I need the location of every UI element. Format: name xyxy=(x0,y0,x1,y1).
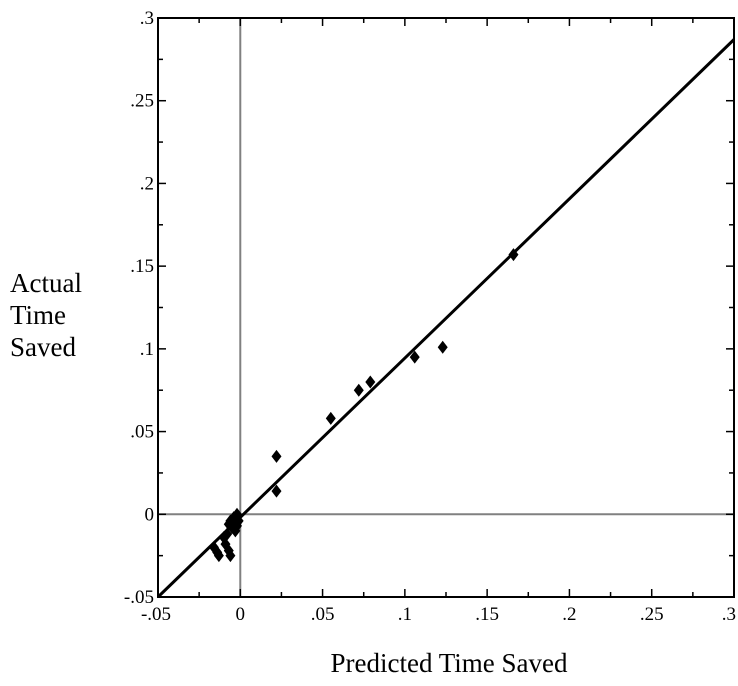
x-tick-label: .2 xyxy=(562,604,576,625)
plot-frame xyxy=(157,17,735,598)
fit-line-layer xyxy=(156,38,736,599)
x-tick-label: .05 xyxy=(311,604,335,625)
data-points xyxy=(208,248,519,563)
y-tick-labels: -.05 0 .05 .1 .15 .2 .25 .3 xyxy=(124,8,154,608)
x-tick-label: .15 xyxy=(475,604,499,625)
y-tick-label: .3 xyxy=(140,8,154,29)
y-tick-label: .15 xyxy=(130,256,154,277)
x-tick-label: .25 xyxy=(640,604,664,625)
x-tick-label: .1 xyxy=(398,604,412,625)
data-point-21 xyxy=(365,375,376,389)
plot-border xyxy=(157,17,735,598)
data-point-23 xyxy=(437,340,448,354)
data-point-19 xyxy=(325,411,336,425)
y-axis-title-line-3: Saved xyxy=(10,332,76,362)
data-point-6 xyxy=(222,527,233,541)
y-tick-label: .1 xyxy=(140,339,154,360)
y-axis-title-line-1: Actual xyxy=(10,268,82,298)
y-tick-label: .05 xyxy=(130,422,154,443)
axis-ticks xyxy=(157,17,735,598)
x-axis-title: Predicted Time Saved xyxy=(331,648,568,678)
y-tick-label: .25 xyxy=(130,91,154,112)
data-point-24 xyxy=(508,248,519,262)
data-point-18 xyxy=(271,484,282,498)
reference-lines xyxy=(158,18,734,597)
x-tick-label: .3 xyxy=(722,604,736,625)
y-tick-label: 0 xyxy=(145,504,155,525)
data-point-17 xyxy=(271,449,282,463)
data-point-16 xyxy=(233,514,244,528)
data-point-8 xyxy=(225,549,236,563)
data-point-20 xyxy=(353,383,364,397)
fit-line xyxy=(156,38,736,599)
x-tick-label: -.05 xyxy=(141,604,171,625)
y-tick-label: -.05 xyxy=(124,587,154,608)
y-axis-title-line-2: Time xyxy=(10,300,66,330)
y-tick-label: .2 xyxy=(140,173,154,194)
data-point-22 xyxy=(409,350,420,364)
data-point-3 xyxy=(213,549,224,563)
x-tick-labels: -.05 0 .05 .1 .15 .2 .25 .3 xyxy=(141,604,736,625)
x-tick-label: 0 xyxy=(236,604,246,625)
